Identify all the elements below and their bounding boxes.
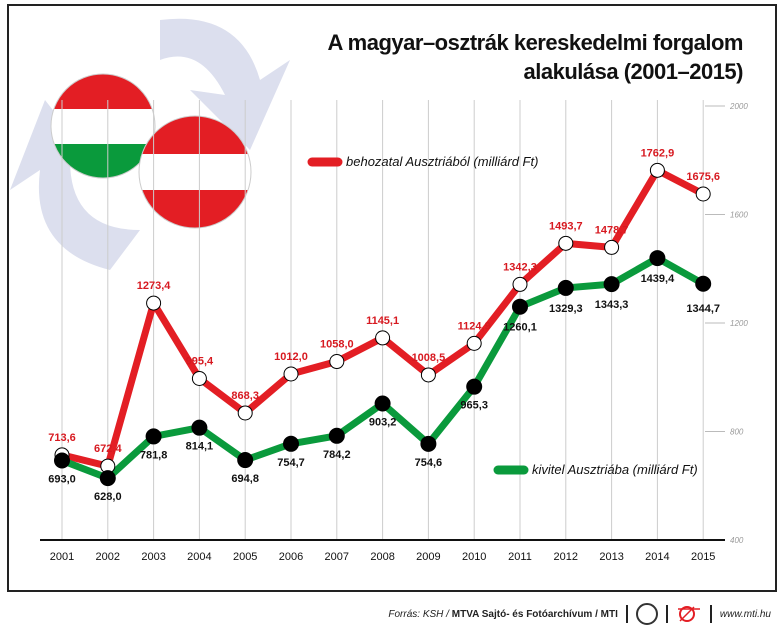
data-label: 1145,1: [366, 315, 399, 327]
x-tick-label: 2003: [141, 551, 165, 563]
data-label: 1439,4: [641, 273, 676, 285]
data-label: 1329,3: [549, 303, 583, 315]
data-label: 814,1: [186, 441, 214, 453]
data-label: 1675,6: [686, 171, 720, 183]
data-label: 1342,3: [503, 261, 537, 273]
x-tick-label: 2015: [691, 551, 715, 563]
data-label: 781,8: [140, 449, 168, 461]
data-point: [512, 276, 528, 292]
data-label: 713,6: [48, 432, 76, 444]
data-label: 628,0: [94, 491, 122, 503]
x-tick-label: 2007: [325, 551, 349, 563]
divider: [665, 605, 668, 623]
x-tick-label: 2005: [233, 551, 257, 563]
title-line-2: alakulása (2001–2015): [523, 59, 744, 84]
data-label: 1008,5: [412, 352, 446, 364]
data-point: [283, 435, 299, 452]
chart-title: A magyar–osztrák kereskedelmi forgalom a…: [328, 28, 744, 86]
data-label: 754,7: [277, 457, 305, 469]
x-tick-label: 2012: [554, 551, 578, 563]
y-tick-label: 2000: [729, 102, 748, 111]
y-tick-label: 800: [730, 428, 744, 437]
data-point: [191, 419, 208, 436]
y-tick-label: 1200: [730, 319, 748, 328]
data-label: 1058,0: [320, 339, 354, 351]
data-label: 672,4: [94, 443, 122, 455]
data-label: 903,2: [369, 417, 397, 429]
title-line-1: A magyar–osztrák kereskedelmi forgalom: [327, 30, 744, 55]
data-label: 1343,3: [595, 299, 629, 311]
data-point: [237, 405, 253, 421]
data-point: [512, 298, 528, 315]
x-tick-label: 2001: [50, 551, 74, 563]
data-point: [99, 470, 116, 487]
divider: [709, 605, 712, 623]
data-label: 1260,1: [503, 322, 537, 334]
x-tick-label: 2010: [462, 551, 486, 563]
y-tick-label: 1600: [730, 211, 748, 220]
x-tick-label: 2013: [599, 551, 623, 563]
source-agency: MTVA Sajtó- és Fotóarchívum / MTI: [451, 608, 618, 620]
data-label: 1478,7: [595, 224, 629, 236]
data-point: [466, 335, 482, 351]
footer: Forrás: KSH / MTVA Sajtó- és Fotóarchívu…: [388, 603, 771, 625]
mti-logo-icon: [677, 606, 700, 622]
website-link[interactable]: www.mti.hu: [719, 608, 771, 620]
data-label: 995,4: [186, 355, 214, 367]
source-text: Forrás: KSH / MTVA Sajtó- és Fotóarchívu…: [388, 609, 617, 620]
x-tick-label: 2008: [370, 551, 394, 563]
arrow-icon: [160, 18, 290, 150]
divider: [625, 605, 628, 623]
data-label: 1493,7: [549, 220, 583, 232]
data-label: 1273,4: [137, 280, 172, 292]
data-point: [328, 427, 345, 444]
data-point: [695, 186, 711, 202]
data-label: 1124,9: [458, 320, 491, 332]
x-tick-label: 2004: [187, 551, 211, 563]
x-tick-label: 2002: [96, 551, 120, 563]
data-point: [146, 295, 162, 311]
data-label: 965,3: [460, 400, 488, 412]
mtva-logo-icon: [635, 603, 658, 625]
legend-label-export: kivitel Ausztriába (milliárd Ft): [532, 462, 698, 477]
y-tick-label: 400: [730, 536, 744, 545]
legend-label-import: behozatal Ausztriából (milliárd Ft): [346, 154, 538, 169]
x-tick-label: 2006: [279, 551, 303, 563]
data-point: [329, 354, 345, 370]
data-point: [604, 239, 620, 255]
x-tick-label: 2014: [645, 551, 669, 563]
data-point: [558, 235, 574, 251]
flags-decoration: [10, 18, 290, 270]
data-label: 868,3: [231, 390, 259, 402]
data-point: [420, 435, 437, 452]
data-point: [145, 428, 162, 445]
data-point: [237, 452, 254, 469]
data-label: 694,8: [231, 473, 259, 485]
data-label: 754,6: [415, 457, 443, 469]
x-tick-label: 2009: [416, 551, 440, 563]
data-point: [695, 275, 712, 292]
data-label: 1344,7: [686, 303, 720, 315]
x-tick-label: 2011: [508, 551, 532, 563]
data-point: [54, 452, 70, 469]
data-label: 693,0: [48, 474, 76, 486]
data-point: [420, 367, 436, 383]
data-point: [466, 378, 483, 395]
data-point: [649, 250, 666, 267]
data-point: [557, 279, 574, 296]
data-point: [374, 395, 391, 412]
data-label: 784,2: [323, 449, 351, 461]
data-label: 1762,9: [641, 147, 675, 159]
data-point: [375, 330, 391, 346]
data-point: [191, 370, 207, 386]
data-point: [603, 276, 620, 293]
source-prefix: Forrás: KSH /: [388, 608, 452, 620]
data-point: [649, 162, 665, 178]
data-label: 1012,0: [274, 351, 308, 363]
data-point: [283, 366, 299, 382]
